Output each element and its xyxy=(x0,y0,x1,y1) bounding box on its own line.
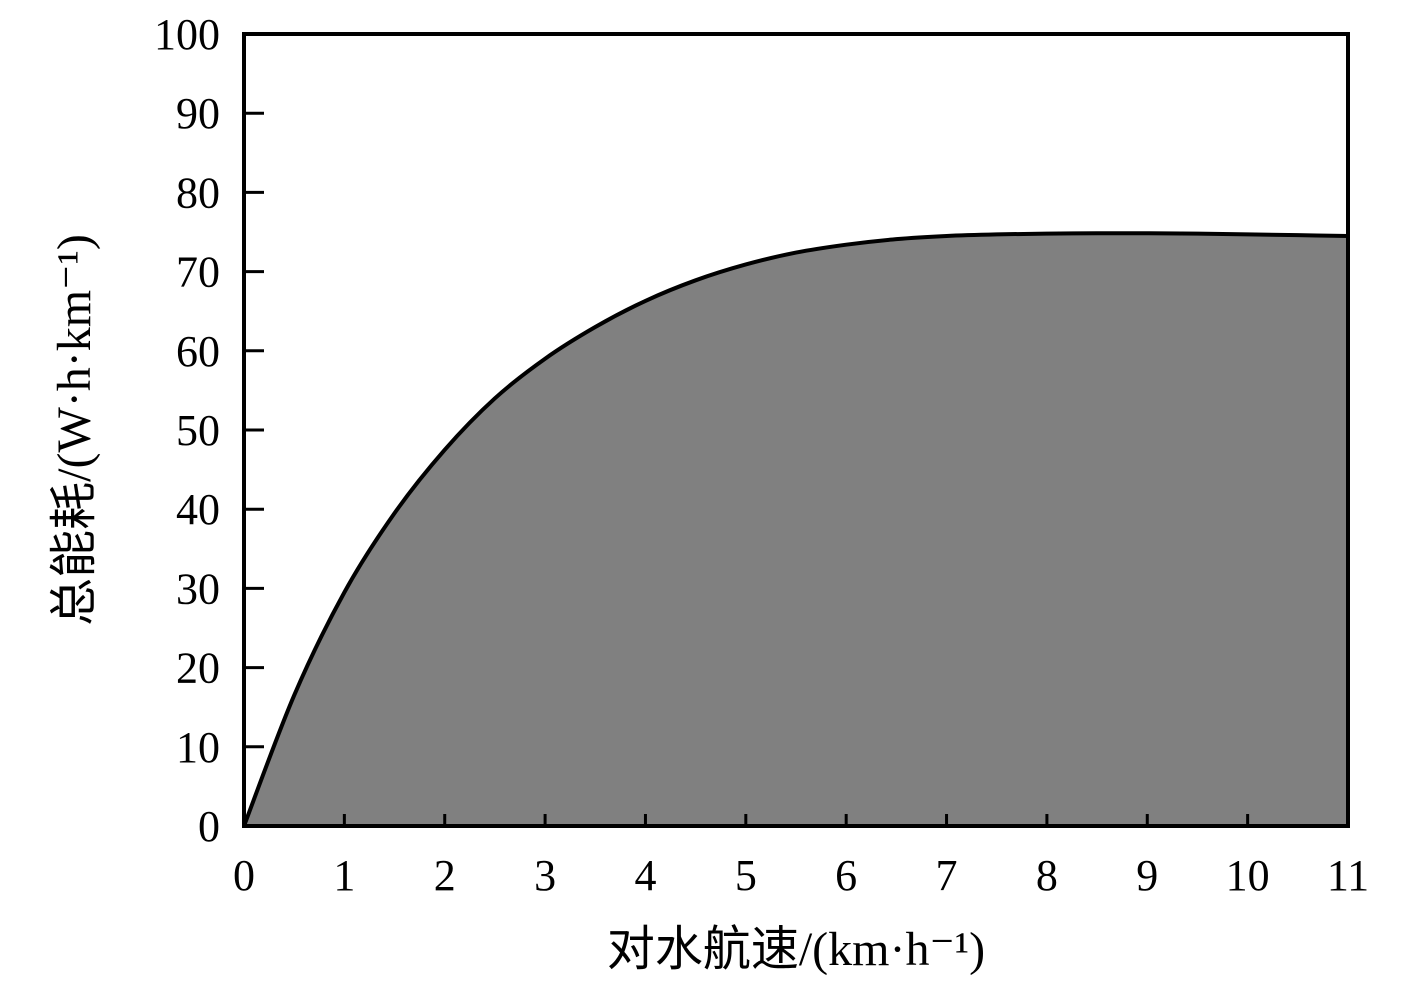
plot-area xyxy=(242,231,1349,827)
y-tick-label: 70 xyxy=(176,248,220,297)
x-tick-label: 11 xyxy=(1327,851,1369,900)
y-axis-label: 总能耗/(W·h·km⁻¹) xyxy=(48,234,101,626)
ticks: 0 1 2 3 4 5 6 7 8 9 10 11 0 10 20 30 40 50 60 70 80 90 100 xyxy=(154,10,1369,900)
y-tick-label: 30 xyxy=(176,564,220,613)
x-tick-label: 3 xyxy=(534,851,556,900)
y-tick-label: 90 xyxy=(176,89,220,138)
x-tick-label: 5 xyxy=(735,851,757,900)
y-tick-label: 10 xyxy=(176,723,220,772)
x-axis-label: 对水航速/(km·h⁻¹) xyxy=(607,923,985,976)
area-fill xyxy=(244,233,1348,826)
x-tick-label: 7 xyxy=(936,851,958,900)
x-tick-label: 10 xyxy=(1226,851,1270,900)
series-line xyxy=(242,231,1349,827)
x-tick-label: 8 xyxy=(1036,851,1058,900)
y-tick-label: 80 xyxy=(176,168,220,217)
x-tick-label: 1 xyxy=(333,851,355,900)
x-tick-label: 6 xyxy=(835,851,857,900)
x-tick-label: 9 xyxy=(1136,851,1158,900)
x-tick-label: 0 xyxy=(233,851,255,900)
y-tick-label: 0 xyxy=(198,802,220,851)
y-tick-label: 50 xyxy=(176,406,220,455)
y-tick-label: 60 xyxy=(176,327,220,376)
x-tick-label: 2 xyxy=(434,851,456,900)
y-tick-label: 100 xyxy=(154,10,220,59)
y-tick-label: 40 xyxy=(176,485,220,534)
x-tick-label: 4 xyxy=(634,851,656,900)
y-tick-label: 20 xyxy=(176,644,220,693)
